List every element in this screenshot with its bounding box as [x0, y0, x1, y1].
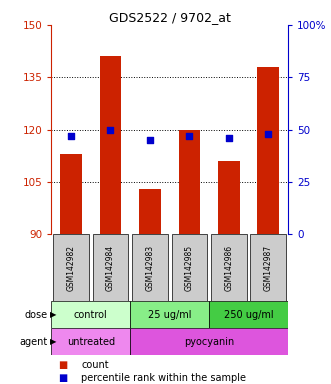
Bar — [178, 130, 200, 234]
Bar — [100, 56, 121, 234]
Point — [147, 137, 153, 143]
Text: GSM142984: GSM142984 — [106, 245, 115, 291]
Bar — [51, 328, 130, 355]
Text: percentile rank within the sample: percentile rank within the sample — [81, 373, 246, 383]
Bar — [93, 234, 128, 301]
Text: 25 ug/ml: 25 ug/ml — [148, 310, 191, 320]
Point — [265, 131, 271, 137]
Bar — [60, 154, 82, 234]
Point — [108, 127, 113, 133]
Text: GSM142985: GSM142985 — [185, 245, 194, 291]
Text: ■: ■ — [58, 360, 67, 370]
Bar — [130, 328, 288, 355]
Text: ▶: ▶ — [50, 337, 56, 346]
Bar — [53, 234, 89, 301]
Bar — [51, 301, 130, 328]
Bar — [171, 234, 207, 301]
Text: GSM142983: GSM142983 — [145, 245, 155, 291]
Bar — [132, 234, 168, 301]
Text: control: control — [74, 310, 108, 320]
Text: ▶: ▶ — [50, 310, 56, 319]
Bar — [209, 301, 288, 328]
Text: GSM142987: GSM142987 — [264, 245, 273, 291]
Bar — [251, 234, 286, 301]
Title: GDS2522 / 9702_at: GDS2522 / 9702_at — [109, 11, 231, 24]
Bar — [211, 234, 247, 301]
Bar — [130, 301, 209, 328]
Point — [69, 133, 74, 139]
Text: ■: ■ — [58, 373, 67, 383]
Text: pyocyanin: pyocyanin — [184, 337, 234, 347]
Text: GSM142982: GSM142982 — [67, 245, 75, 291]
Text: GSM142986: GSM142986 — [224, 245, 233, 291]
Bar — [218, 161, 240, 234]
Text: 250 ug/ml: 250 ug/ml — [224, 310, 273, 320]
Point — [226, 135, 231, 141]
Text: dose: dose — [25, 310, 48, 320]
Text: untreated: untreated — [67, 337, 115, 347]
Text: agent: agent — [20, 337, 48, 347]
Point — [187, 133, 192, 139]
Bar — [139, 189, 161, 234]
Text: count: count — [81, 360, 109, 370]
Bar — [258, 67, 279, 234]
